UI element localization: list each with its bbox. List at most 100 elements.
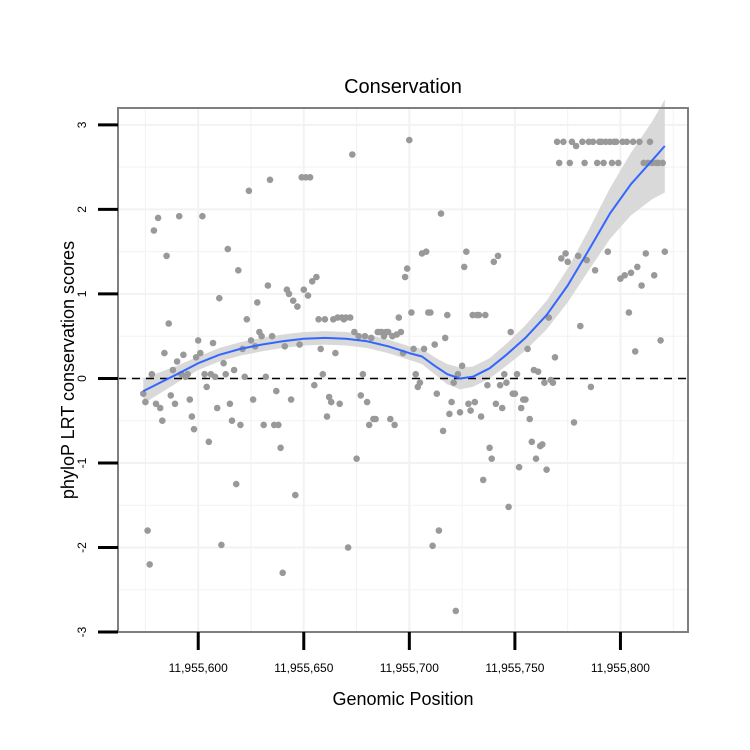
data-point — [403, 265, 411, 272]
data-point — [526, 415, 533, 423]
data-point — [484, 381, 491, 389]
data-point — [218, 541, 225, 549]
data-point — [558, 255, 565, 262]
data-point — [564, 258, 571, 266]
data-point — [608, 159, 616, 167]
y-tick-label: 0 — [75, 375, 89, 382]
data-point — [186, 396, 194, 403]
data-point — [146, 561, 153, 568]
data-point — [264, 282, 272, 289]
data-point — [359, 370, 367, 378]
data-point — [568, 138, 576, 146]
data-point — [574, 252, 582, 260]
data-point — [507, 328, 514, 336]
data-point — [294, 303, 301, 310]
data-point — [579, 138, 586, 146]
data-point — [486, 444, 493, 452]
data-point — [165, 320, 172, 327]
data-point — [420, 345, 428, 353]
data-point — [201, 370, 208, 378]
data-point — [397, 328, 405, 336]
data-point — [501, 370, 508, 378]
data-point — [515, 463, 523, 471]
data-point — [433, 390, 441, 398]
data-point — [513, 370, 521, 378]
data-point — [543, 466, 550, 474]
data-point — [636, 138, 643, 146]
data-point — [355, 332, 363, 340]
data-point — [273, 387, 280, 395]
data-point — [161, 349, 168, 357]
data-point — [363, 398, 371, 406]
grid-lines — [118, 108, 688, 633]
y-tick-label: -1 — [75, 457, 89, 468]
data-point — [621, 272, 628, 279]
data-point — [642, 250, 650, 257]
x-tick-label: 11,955,600 — [169, 661, 228, 675]
data-point — [287, 396, 295, 403]
data-point — [450, 379, 458, 387]
data-point — [492, 400, 500, 408]
data-point — [197, 349, 204, 357]
data-point — [429, 542, 436, 550]
x-axis-title: Genomic Position — [332, 689, 473, 709]
data-point — [245, 187, 253, 195]
data-point — [634, 263, 641, 271]
data-point — [150, 227, 158, 234]
data-point — [534, 368, 542, 376]
data-point — [300, 286, 308, 294]
data-point — [142, 398, 149, 406]
data-point — [422, 248, 430, 255]
data-point — [477, 413, 485, 420]
data-point — [406, 136, 413, 144]
data-point — [190, 425, 198, 433]
data-point — [463, 248, 470, 255]
data-point — [437, 210, 445, 217]
data-point — [313, 273, 320, 281]
y-tick-label: -3 — [75, 626, 89, 637]
data-point — [631, 348, 639, 355]
data-point — [587, 383, 595, 391]
data-point — [505, 503, 512, 511]
data-point — [410, 345, 417, 353]
y-axis: -3 -2 -1 0 1 2 3 — [75, 121, 118, 637]
data-point — [285, 290, 293, 298]
data-point — [192, 354, 200, 361]
data-point — [188, 413, 196, 420]
data-point — [232, 480, 240, 488]
data-point — [361, 332, 369, 340]
data-point — [260, 421, 268, 429]
data-point — [384, 328, 392, 336]
data-point — [659, 159, 666, 167]
data-point — [262, 373, 270, 381]
data-point — [306, 174, 314, 181]
panel-border — [117, 107, 689, 633]
data-point — [395, 314, 403, 321]
data-point — [494, 252, 502, 260]
data-point — [277, 444, 284, 452]
data-point — [471, 398, 479, 406]
data-point — [460, 263, 468, 271]
smooth-line-group — [142, 145, 666, 392]
data-point — [346, 314, 354, 321]
data-point — [604, 248, 612, 255]
data-point — [323, 413, 331, 420]
data-point — [372, 415, 379, 423]
data-point — [365, 421, 373, 429]
data-point — [353, 455, 360, 463]
x-tick-label: 11,955,800 — [591, 661, 650, 675]
data-point — [243, 316, 251, 323]
data-point — [496, 381, 504, 389]
data-point — [268, 332, 276, 340]
data-point — [292, 491, 299, 499]
data-point — [454, 370, 462, 378]
data-point — [549, 379, 557, 387]
data-point — [517, 404, 525, 412]
data-point — [467, 407, 474, 414]
x-axis: 11,955,600 11,955,650 11,955,700 11,955,750… — [169, 632, 650, 675]
data-point — [444, 311, 451, 319]
data-point — [159, 417, 166, 425]
chart-title: Conservation — [344, 76, 462, 98]
data-point — [657, 337, 664, 344]
data-point — [349, 151, 356, 158]
